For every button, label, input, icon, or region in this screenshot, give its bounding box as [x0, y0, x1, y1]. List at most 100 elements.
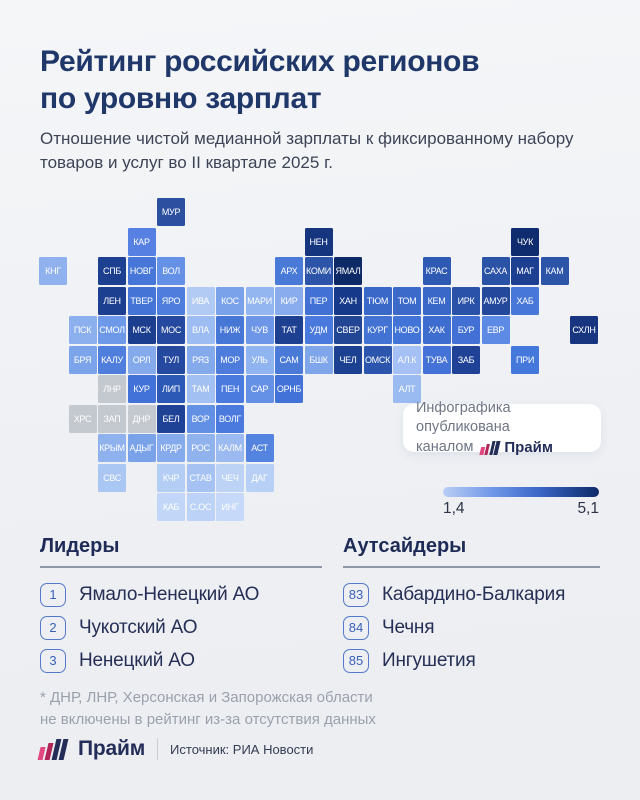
rank-badge: 83	[343, 582, 369, 607]
region-tile-МАГ: МАГ	[511, 257, 539, 285]
region-tile-КЧР: КЧР	[157, 463, 185, 492]
rank-badge: 85	[343, 648, 369, 673]
region-name: Ямало-Ненецкий АО	[79, 583, 260, 605]
region-tile-МСК: МСК	[127, 316, 156, 344]
region-tile-ЧЕЧ: ЧЕЧ	[216, 463, 244, 492]
region-tile-СТАВ: СТАВ	[186, 463, 215, 492]
page-subtitle: Отношение чистой медианной зарплаты к фи…	[40, 127, 610, 174]
region-tile-КРДР: КРДР	[157, 434, 185, 462]
prime-brand-name: Прайм	[78, 737, 146, 760]
region-tile-АСТ: АСТ	[245, 434, 274, 462]
region-name: Чечня	[382, 616, 435, 638]
prime-brand-name: Прайм	[504, 438, 553, 456]
region-tile-КУРГ: КУРГ	[363, 316, 392, 344]
page-subtitle-line2: товаров и услуг во II квартале 2025 г.	[40, 152, 333, 172]
region-tile-БШК: БШК	[304, 345, 333, 374]
footer-divider	[157, 738, 159, 760]
rank-badge: 2	[40, 615, 66, 640]
leaders-divider	[40, 566, 322, 568]
footnote-line2: не включены в рейтинг из-за отсутствия д…	[40, 711, 376, 728]
outsider-row: 83 Кабардино-Балкария	[343, 582, 603, 607]
region-tile-СМОЛ: СМОЛ	[98, 316, 126, 344]
attribution-badge: Инфографика опубликована каналом Прайм	[403, 400, 601, 456]
tile-map: МУР КАР НЕН ЧУК КНГ СПБ НОВГ ВОЛ АРХ КОМИ ЯМАЛ КРАС…	[39, 198, 601, 524]
region-tile-ТВЕР: ТВЕР	[127, 286, 156, 315]
region-tile-С.ОС: С.ОС	[186, 493, 215, 521]
region-tile-КОМИ: КОМИ	[304, 257, 333, 285]
region-tile-НЕН: НЕН	[304, 227, 333, 256]
region-tile-БУР: БУР	[452, 316, 480, 344]
region-tile-САМ: САМ	[275, 345, 303, 374]
region-tile-КОС: КОС	[216, 286, 244, 315]
region-tile-ПРИ: ПРИ	[511, 345, 539, 374]
region-tile-БРЯ: БРЯ	[68, 345, 97, 374]
region-tile-ЛНР: ЛНР	[98, 375, 126, 403]
region-tile-ХРС: ХРС	[68, 404, 97, 433]
color-scale-min: 1,4	[443, 500, 465, 517]
prime-logo: Прайм	[479, 438, 553, 458]
region-tile-КНГ: КНГ	[39, 257, 67, 285]
region-tile-ОМСК: ОМСК	[363, 345, 392, 374]
region-tile-КРАС: КРАС	[422, 257, 451, 285]
region-tile-ТУЛ: ТУЛ	[157, 345, 185, 374]
leaders-heading: Лидеры	[40, 535, 120, 557]
region-tile-ВОР: ВОР	[186, 404, 215, 433]
region-tile-ХАН: ХАН	[334, 286, 362, 315]
region-tile-ИНГ: ИНГ	[216, 493, 244, 521]
region-tile-АМУР: АМУР	[481, 286, 510, 315]
region-tile-ХАБ: ХАБ	[511, 286, 539, 315]
region-tile-ЧУВ: ЧУВ	[245, 316, 274, 344]
source-label: Источник: РИА Новости	[170, 741, 314, 757]
outsiders-divider	[343, 566, 600, 568]
region-tile-ТАТ: ТАТ	[275, 316, 303, 344]
region-tile-АДЫГ: АДЫГ	[127, 434, 156, 462]
region-tile-АЛТ: АЛТ	[393, 375, 421, 403]
region-tile-КУР: КУР	[127, 375, 156, 403]
outsiders-list: 83 Кабардино-Балкария 84 Чечня 85 Ингушетия	[343, 582, 603, 673]
page-title-line1: Рейтинг российских регионов	[40, 45, 480, 78]
region-tile-ОРЛ: ОРЛ	[127, 345, 156, 374]
region-tile-САХА: САХА	[481, 257, 510, 285]
region-tile-УЛЬ: УЛЬ	[245, 345, 274, 374]
region-tile-СВС: СВС	[98, 463, 126, 492]
footnote-line1: * ДНР, ЛНР, Херсонская и Запорожская обл…	[40, 689, 373, 706]
region-tile-СПБ: СПБ	[98, 257, 126, 285]
region-name: Ненецкий АО	[79, 649, 195, 671]
region-tile-МОС: МОС	[157, 316, 185, 344]
region-tile-СВЕР: СВЕР	[334, 316, 362, 344]
region-name: Ингушетия	[382, 649, 476, 671]
region-tile-ВОЛ: ВОЛ	[157, 257, 185, 285]
region-tile-КАМ: КАМ	[540, 257, 569, 285]
rank-badge: 3	[40, 648, 66, 673]
leader-row: 2 Чукотский АО	[40, 615, 330, 640]
region-tile-ВОЛГ: ВОЛГ	[216, 404, 244, 433]
region-tile-ЗАП: ЗАП	[98, 404, 126, 433]
region-tile-РОС: РОС	[186, 434, 215, 462]
region-tile-ДАГ: ДАГ	[245, 463, 274, 492]
region-tile-АЛ.К: АЛ.К	[393, 345, 421, 374]
region-tile-КАЛМ: КАЛМ	[216, 434, 244, 462]
region-tile-КЕМ: КЕМ	[422, 286, 451, 315]
rank-badge: 1	[40, 582, 66, 607]
prime-logo-icon	[37, 738, 69, 760]
region-tile-ПСК: ПСК	[68, 316, 97, 344]
region-tile-НОВО: НОВО	[393, 316, 421, 344]
region-tile-ОРНБ: ОРНБ	[275, 375, 303, 403]
region-tile-ИРК: ИРК	[452, 286, 480, 315]
region-tile-ЧУК: ЧУК	[511, 227, 539, 256]
leaders-list: 1 Ямало-Ненецкий АО 2 Чукотский АО 3 Ненецкий…	[40, 582, 330, 673]
region-tile-КАБ: КАБ	[157, 493, 185, 521]
outsider-row: 84 Чечня	[343, 615, 603, 640]
region-tile-ДНР: ДНР	[127, 404, 156, 433]
region-tile-НОВГ: НОВГ	[127, 257, 156, 285]
region-tile-ЛИП: ЛИП	[157, 375, 185, 403]
region-tile-КРЫМ: КРЫМ	[98, 434, 126, 462]
color-scale-labels: 1,4 5,1	[443, 500, 599, 518]
region-tile-КИР: КИР	[275, 286, 303, 315]
prime-logo-icon	[479, 440, 501, 455]
region-tile-ИВА: ИВА	[186, 286, 215, 315]
region-tile-ЛЕН: ЛЕН	[98, 286, 126, 315]
attribution-line1: Инфографика опубликована	[416, 399, 511, 436]
color-scale-bar	[443, 487, 599, 497]
